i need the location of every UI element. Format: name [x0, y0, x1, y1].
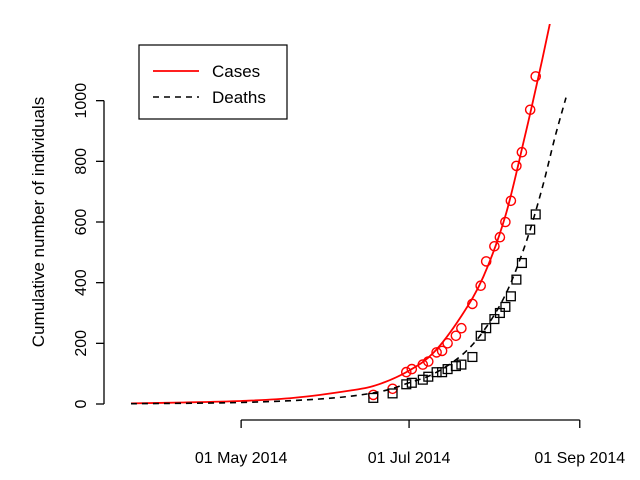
- y-tick-label: 0: [73, 399, 90, 408]
- deaths-fitted-curve: [130, 97, 567, 405]
- legend-label-deaths: Deaths: [212, 88, 266, 107]
- cases-point: [422, 356, 434, 367]
- cases-point: [494, 231, 506, 243]
- cases-point: [516, 146, 528, 158]
- deaths-point: [530, 209, 541, 220]
- cases-point: [417, 359, 429, 370]
- deaths-point: [456, 359, 467, 370]
- y-tick-label: 200: [73, 330, 90, 357]
- plot-area: [130, 24, 567, 405]
- cases-point: [442, 337, 453, 349]
- deaths-point: [481, 323, 492, 334]
- legend-label-cases: Cases: [212, 62, 260, 81]
- cases-point: [480, 256, 492, 267]
- cases-point: [475, 280, 487, 292]
- deaths-point: [511, 274, 522, 285]
- y-tick-label: 600: [73, 209, 90, 236]
- deaths-point: [401, 379, 412, 390]
- cases-point: [489, 240, 500, 252]
- cases-point: [400, 366, 412, 378]
- deaths-point: [516, 257, 527, 269]
- cases-point: [500, 216, 511, 228]
- cases-point: [450, 330, 462, 342]
- y-tick-label: 800: [73, 148, 90, 175]
- x-tick-label: 01 Sep 2014: [534, 450, 625, 467]
- cases-point: [524, 104, 536, 116]
- cases-point: [456, 322, 467, 334]
- deaths-point: [431, 367, 442, 378]
- deaths-point: [494, 307, 505, 319]
- y-axis-title: Cumulative number of individuals: [29, 97, 48, 347]
- deaths-point: [505, 291, 516, 302]
- deaths-point: [467, 351, 478, 363]
- deaths-point: [489, 314, 500, 325]
- deaths-point: [417, 374, 428, 385]
- x-axis: 01 May 2014 01 Jul 2014 01 Sep 2014: [195, 419, 625, 467]
- deaths-point: [525, 224, 536, 235]
- cases-point: [467, 298, 478, 310]
- cases-point: [406, 363, 418, 375]
- y-tick-label: 1000: [73, 83, 90, 119]
- deaths-point: [387, 388, 398, 399]
- legend-box: [138, 44, 288, 120]
- y-tick-label: 400: [73, 269, 90, 296]
- deaths-point: [450, 361, 461, 372]
- cases-point: [511, 160, 522, 172]
- x-tick-label: 01 May 2014: [195, 450, 288, 467]
- cases-fitted-curve: [130, 24, 551, 405]
- cases-point: [431, 347, 442, 358]
- deaths-point: [475, 330, 486, 341]
- deaths-point: [437, 367, 448, 378]
- deaths-point: [500, 301, 511, 312]
- y-axis: 0 200 400 600 800 1000: [73, 83, 105, 408]
- cases-point: [505, 195, 517, 207]
- legend: Cases Deaths: [138, 44, 288, 120]
- cases-point: [530, 71, 542, 82]
- deaths-point: [406, 377, 417, 388]
- deaths-point: [368, 392, 379, 403]
- cases-point: [436, 345, 448, 357]
- x-tick-label: 01 Jul 2014: [368, 450, 451, 467]
